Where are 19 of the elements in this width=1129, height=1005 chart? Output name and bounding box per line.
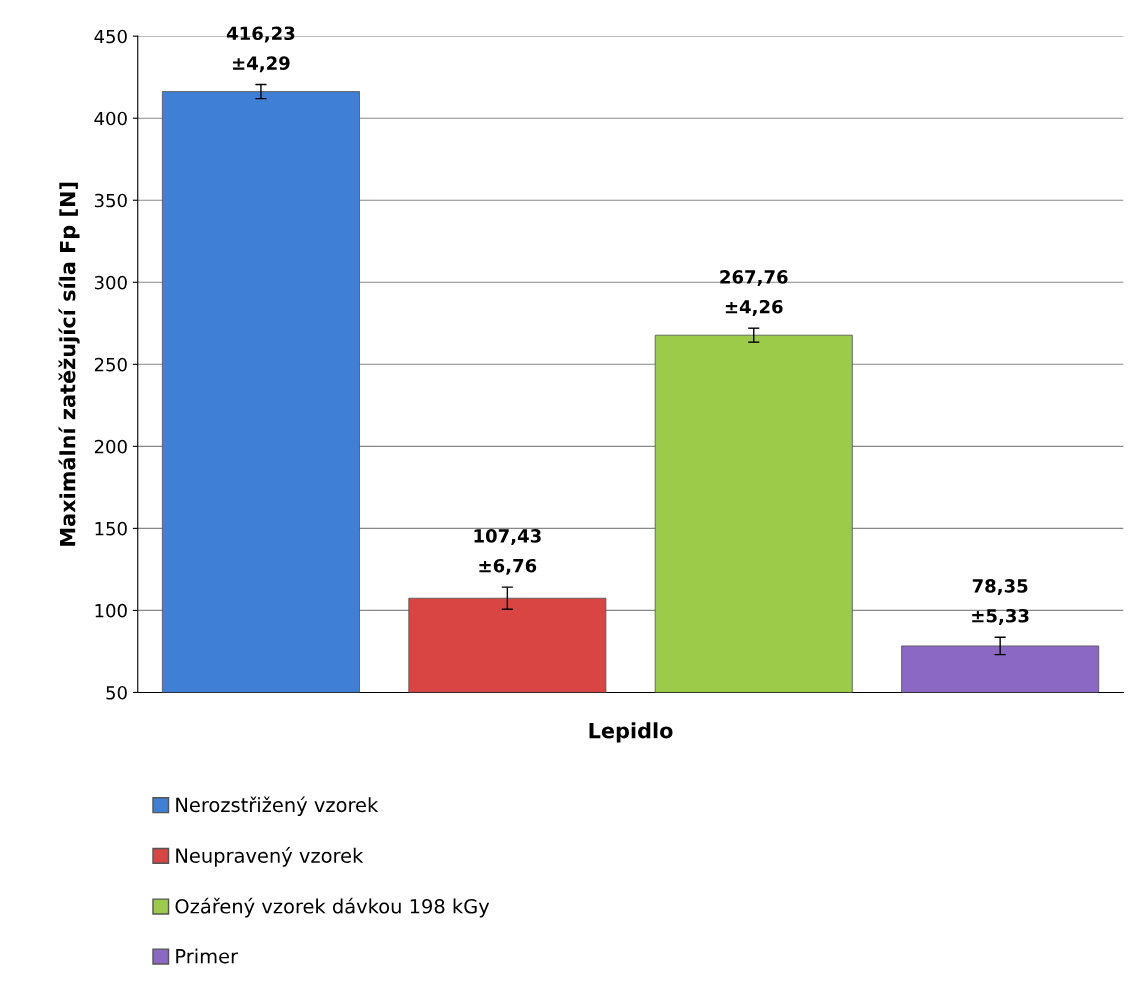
y-tick-label: 350 (94, 193, 127, 208)
y-tick-label: 200 (94, 439, 127, 454)
x-axis-title: Lepidlo (589, 722, 673, 743)
data-label: 416,23 ±4,29 (226, 26, 295, 73)
legend-label: Primer (176, 948, 239, 964)
y-tick-label: 250 (94, 357, 127, 372)
data-label: 107,43 ±6,76 (474, 529, 541, 575)
y-axis-title: Maximální zatěžující síla Fp [N] (58, 182, 80, 546)
y-tick-label: 450 (94, 29, 127, 44)
data-label: 267,76 ±4,26 (720, 270, 788, 316)
legend-label: Neupravený vzorek (176, 847, 364, 867)
y-tick-label: 400 (94, 111, 127, 126)
y-tick-label: 300 (94, 275, 127, 290)
legend-label: Ozářený vzorek dávkou 198 kGy (175, 897, 490, 918)
data-label: 78,35 ±5,33 (972, 579, 1029, 625)
y-tick-label: 100 (95, 603, 127, 618)
y-tick-label: 150 (95, 521, 127, 536)
legend-label: Nerozstřižený vzorek (176, 796, 379, 816)
y-tick-label: 50 (106, 685, 127, 700)
